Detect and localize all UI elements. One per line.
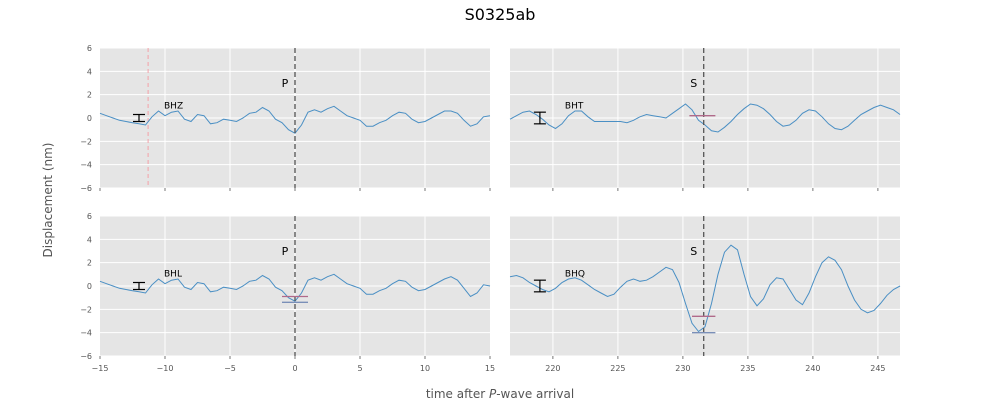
- channel-label-bhq: BHQ: [565, 270, 585, 280]
- channel-label-bhz: BHZ: [164, 102, 183, 112]
- y-tick-label: −6: [80, 352, 92, 361]
- y-tick-label: 2: [87, 259, 92, 268]
- panel-bhq: 220 225 230 235 240 245 S BHQ: [509, 215, 901, 373]
- y-tick-label: 2: [87, 91, 92, 100]
- y-tick-label: 4: [87, 235, 92, 244]
- y-tick-label: 6: [87, 212, 92, 221]
- x-axis-label-suffix: -wave arrival: [496, 387, 574, 400]
- y-tick-label: −4: [80, 329, 92, 338]
- x-tick-label: 220: [545, 364, 560, 373]
- x-tick-label: 10: [420, 364, 430, 373]
- x-axis-label-italic: P: [489, 387, 497, 400]
- x-tick-label: −5: [224, 364, 236, 373]
- x-tick-label: 0: [292, 364, 297, 373]
- channel-label-bhl: BHL: [164, 270, 182, 280]
- x-tick-label: 235: [740, 364, 755, 373]
- x-tick-label: 225: [610, 364, 625, 373]
- x-axis-label: time after P-wave arrival: [426, 387, 574, 400]
- phase-label: S: [690, 77, 697, 90]
- trace-line-bhq: [509, 244, 901, 333]
- panel-bhl: −6 −4 −2 0 2 4 6 −15 −10 −5 0 5 10 15 P BHL: [80, 212, 495, 373]
- phase-label: P: [282, 245, 289, 258]
- x-tick-label: 245: [870, 364, 885, 373]
- x-axis-label-prefix: time after: [426, 387, 489, 400]
- y-tick-label: −4: [80, 161, 92, 170]
- phase-label: S: [690, 245, 697, 258]
- x-tick-label: −10: [157, 364, 174, 373]
- y-tick-label: 6: [87, 44, 92, 53]
- x-tick-label: 240: [805, 364, 820, 373]
- panel-bhz: −6 −4 −2 0 2 4 6 P BHZ: [80, 44, 491, 193]
- x-tick-label: 15: [485, 364, 495, 373]
- x-tick-label: −15: [92, 364, 109, 373]
- y-tick-label: 4: [87, 67, 92, 76]
- y-tick-label: −2: [80, 305, 92, 314]
- x-tick-label: 5: [357, 364, 362, 373]
- figure-title: S0325ab: [465, 5, 536, 24]
- trace-line-bht: [509, 103, 901, 133]
- y-tick-label: −6: [80, 184, 92, 193]
- trace-line-bhl: [99, 273, 491, 302]
- panel-bht: S BHT: [509, 47, 901, 191]
- x-tick-label: 230: [675, 364, 690, 373]
- y-tick-label: 0: [87, 282, 92, 291]
- phase-label: P: [282, 77, 289, 90]
- y-axis-label: Displacement (nm): [41, 143, 55, 258]
- y-tick-label: −2: [80, 137, 92, 146]
- channel-label-bht: BHT: [565, 102, 584, 112]
- y-tick-label: 0: [87, 114, 92, 123]
- trace-line-bhz: [99, 105, 491, 134]
